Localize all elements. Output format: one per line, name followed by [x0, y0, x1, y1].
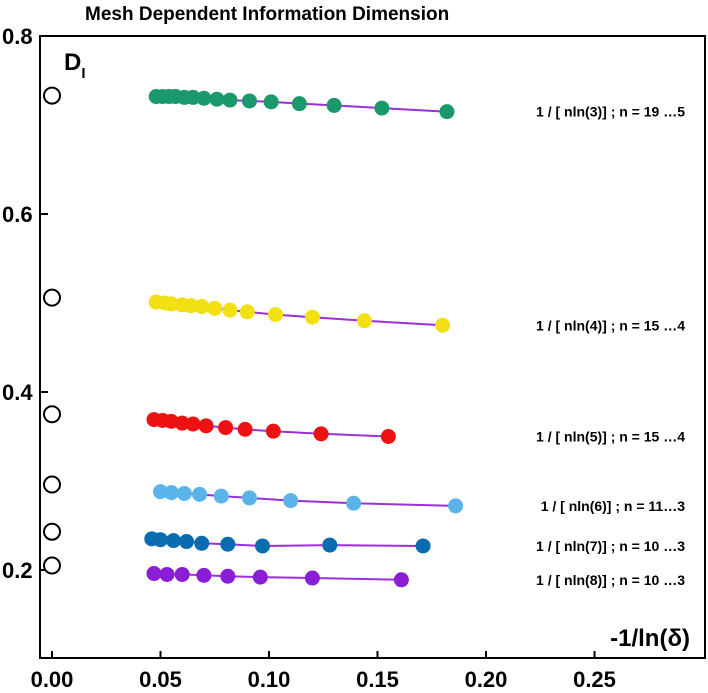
series-group [146, 412, 396, 444]
y-axis-label-main: D [64, 49, 81, 76]
chart-title: Mesh Dependent Information Dimension [85, 4, 449, 25]
y-axis-ticks: 0.2 0.4 0.6 0.8 [2, 24, 48, 583]
data-point [313, 426, 329, 442]
data-point [218, 420, 234, 436]
series-label: 1 / [ nln(8)] ; n = 10 …3 [536, 572, 685, 588]
data-point [220, 536, 236, 552]
x-tick-label: 0.20 [465, 667, 508, 692]
series-group [148, 89, 455, 120]
y-tick-label: 0.4 [2, 380, 33, 405]
data-point [283, 493, 299, 509]
series-labels: 1 / [ nln(3)] ; n = 19 …5 1 / [ nln(4)] ;… [536, 104, 685, 588]
data-point [304, 309, 320, 325]
series-label: 1 / [ nln(6)] ; n = 11…3 [541, 498, 686, 514]
x-tick-label: 0.05 [139, 667, 182, 692]
y-axis-label-subscript: I [81, 65, 85, 82]
extrapolated-markers [43, 86, 61, 575]
data-point [415, 538, 431, 554]
x-tick-label: 0.15 [356, 667, 399, 692]
series-line [153, 572, 402, 581]
data-point [393, 572, 409, 588]
data-point [237, 421, 253, 437]
extrapolated-point [43, 86, 61, 105]
data-point [268, 307, 284, 323]
series-label: 1 / [ nln(7)] ; n = 10 …3 [536, 538, 685, 554]
data-point [192, 486, 208, 502]
x-tick-label: 0.25 [573, 667, 616, 692]
y-tick-label: 0.2 [2, 558, 33, 583]
data-point [213, 488, 229, 504]
data-point [374, 100, 390, 116]
series-label: 1 / [ nln(5)] ; n = 15 …4 [536, 429, 685, 445]
data-point [174, 415, 190, 431]
data-point [254, 538, 270, 554]
data-series [144, 89, 464, 588]
data-point [174, 566, 190, 582]
series-label: 1 / [ nln(4)] ; n = 15 …4 [536, 317, 685, 333]
extrapolated-point [43, 475, 61, 494]
data-point [194, 535, 210, 551]
data-point [263, 94, 279, 110]
data-point [196, 90, 212, 106]
data-point [207, 300, 223, 316]
data-point [222, 92, 238, 108]
data-point [291, 96, 307, 112]
data-point [241, 490, 257, 506]
data-point [159, 566, 175, 582]
data-point [222, 302, 238, 318]
extrapolated-point [43, 288, 61, 307]
data-point [265, 423, 281, 439]
data-point [179, 534, 195, 550]
plot-frame [39, 35, 706, 659]
data-point [196, 567, 212, 583]
data-point [163, 296, 179, 312]
data-point [326, 97, 342, 113]
data-point [439, 104, 455, 120]
data-point [176, 485, 192, 501]
extrapolated-point [43, 405, 61, 424]
data-point [153, 484, 168, 500]
data-point [185, 89, 201, 105]
x-axis-ticks: 0.00 0.05 0.10 0.15 0.20 0.25 [31, 651, 616, 692]
series-group [144, 531, 431, 554]
x-axis-label: -1/ln(δ) [610, 625, 690, 652]
data-point [356, 313, 372, 329]
series-group [148, 294, 451, 333]
extrapolated-point [43, 522, 61, 541]
series-label: 1 / [ nln(3)] ; n = 19 …5 [536, 104, 685, 120]
data-point [380, 429, 396, 444]
y-tick-label: 0.8 [2, 24, 33, 49]
x-tick-label: 0.00 [31, 667, 74, 692]
data-point [185, 416, 201, 432]
data-point [241, 93, 257, 109]
data-point [183, 298, 199, 314]
series-group [146, 566, 409, 588]
extrapolated-point [43, 556, 61, 575]
data-point [194, 299, 210, 315]
y-axis-label: DI [64, 49, 86, 82]
data-point [163, 485, 179, 501]
data-point [252, 569, 268, 585]
data-point [448, 498, 464, 514]
x-tick-label: 0.10 [248, 667, 291, 692]
data-point [166, 533, 182, 549]
data-point [146, 566, 162, 582]
data-point [209, 91, 225, 107]
data-point [153, 532, 168, 548]
data-point [346, 495, 362, 511]
y-tick-label: 0.6 [2, 202, 33, 227]
data-point [435, 317, 451, 333]
series-group [153, 484, 464, 514]
data-point [198, 418, 214, 434]
data-point [322, 537, 338, 553]
data-point [220, 568, 236, 584]
data-point [239, 304, 255, 320]
data-point [304, 570, 320, 586]
